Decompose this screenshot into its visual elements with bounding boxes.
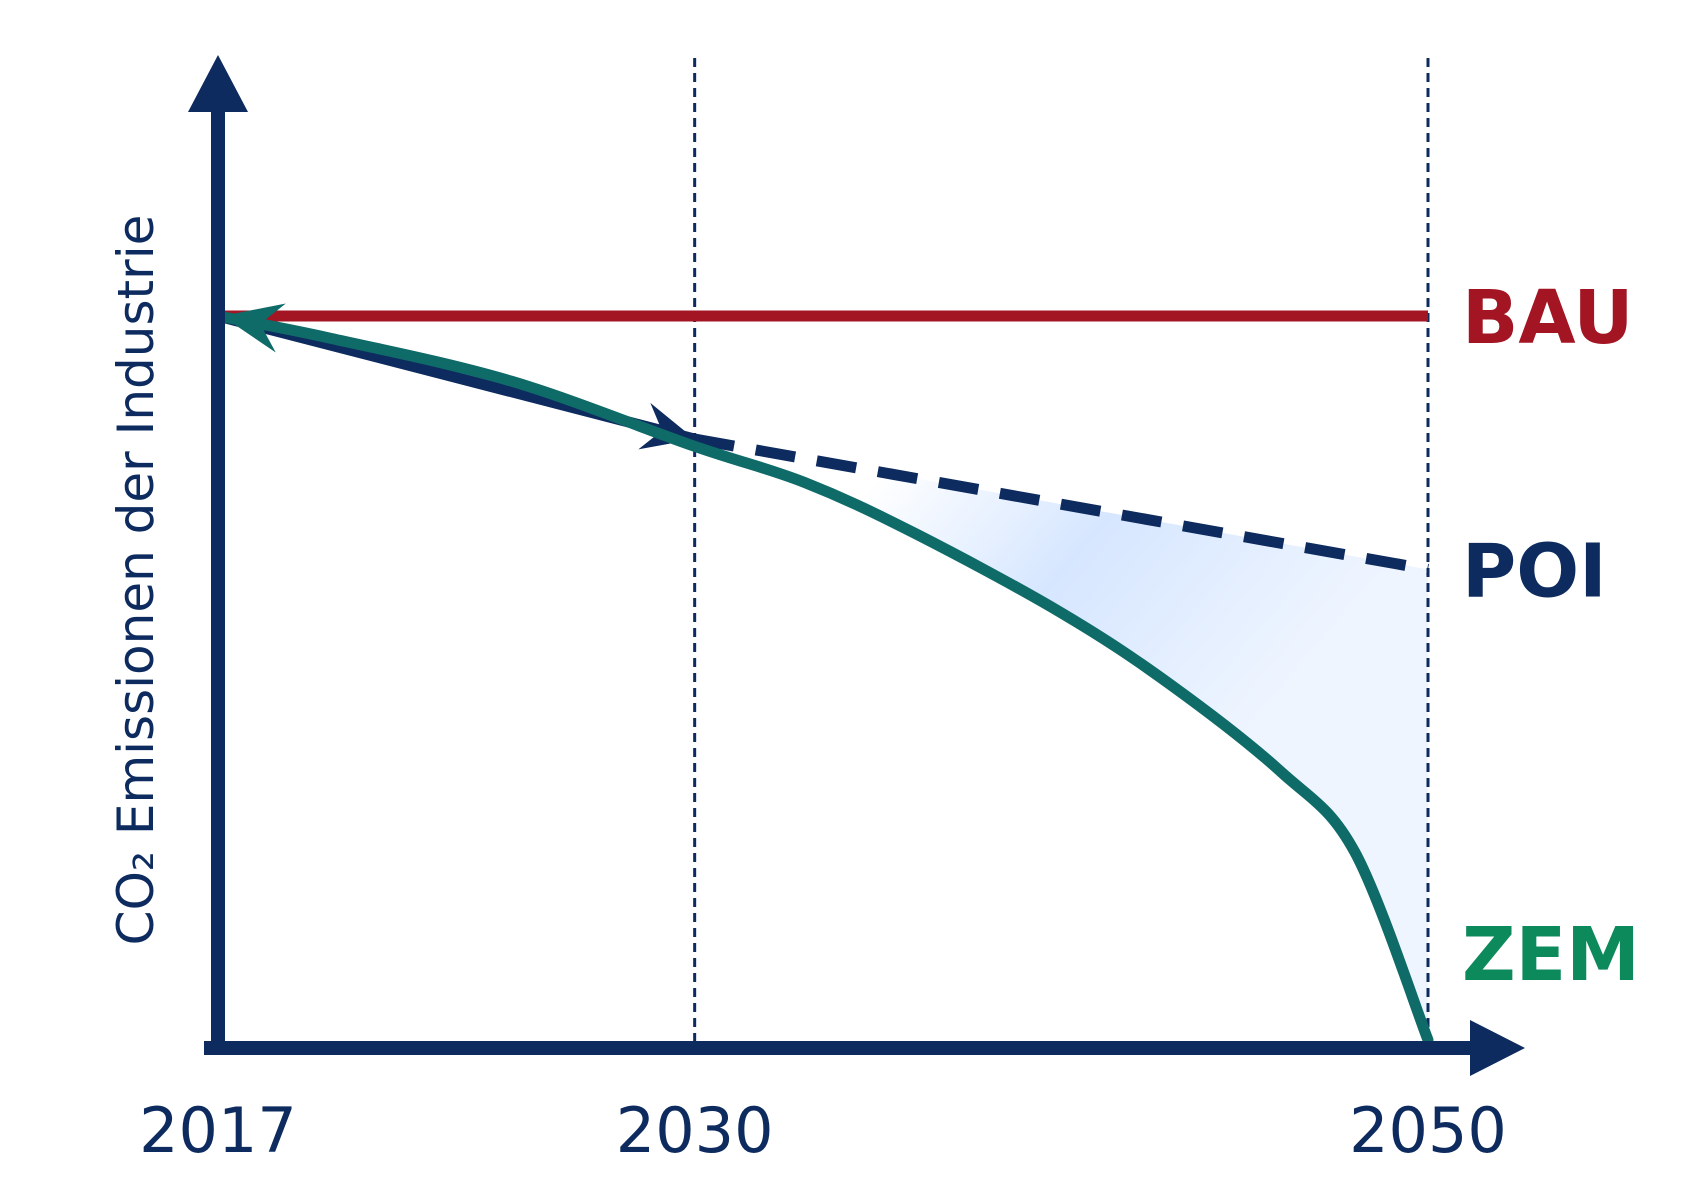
x-tick-label-2050: 2050 [1349,1094,1507,1167]
poi-zem-gap-area [694,439,1428,1041]
x-axis-arrow [1470,1020,1525,1076]
series-label-zem: ZEM [1462,912,1640,998]
series-line-poi-dashed [693,433,1429,575]
x-tick-labels: 2017 2030 2050 [139,1094,1507,1167]
series-label-poi: POI [1462,528,1607,614]
zem-arrowhead [222,303,286,353]
y-axis-title: CO₂ Emissionen der Industrie [107,215,165,946]
series-label-bau: BAU [1462,275,1634,361]
y-axis-arrow [188,55,248,112]
series-line-zem [212,310,1434,1046]
series-labels: BAU POI ZEM [1462,275,1640,998]
x-tick-label-2017: 2017 [139,1094,297,1167]
x-tick-label-2030: 2030 [616,1094,774,1167]
